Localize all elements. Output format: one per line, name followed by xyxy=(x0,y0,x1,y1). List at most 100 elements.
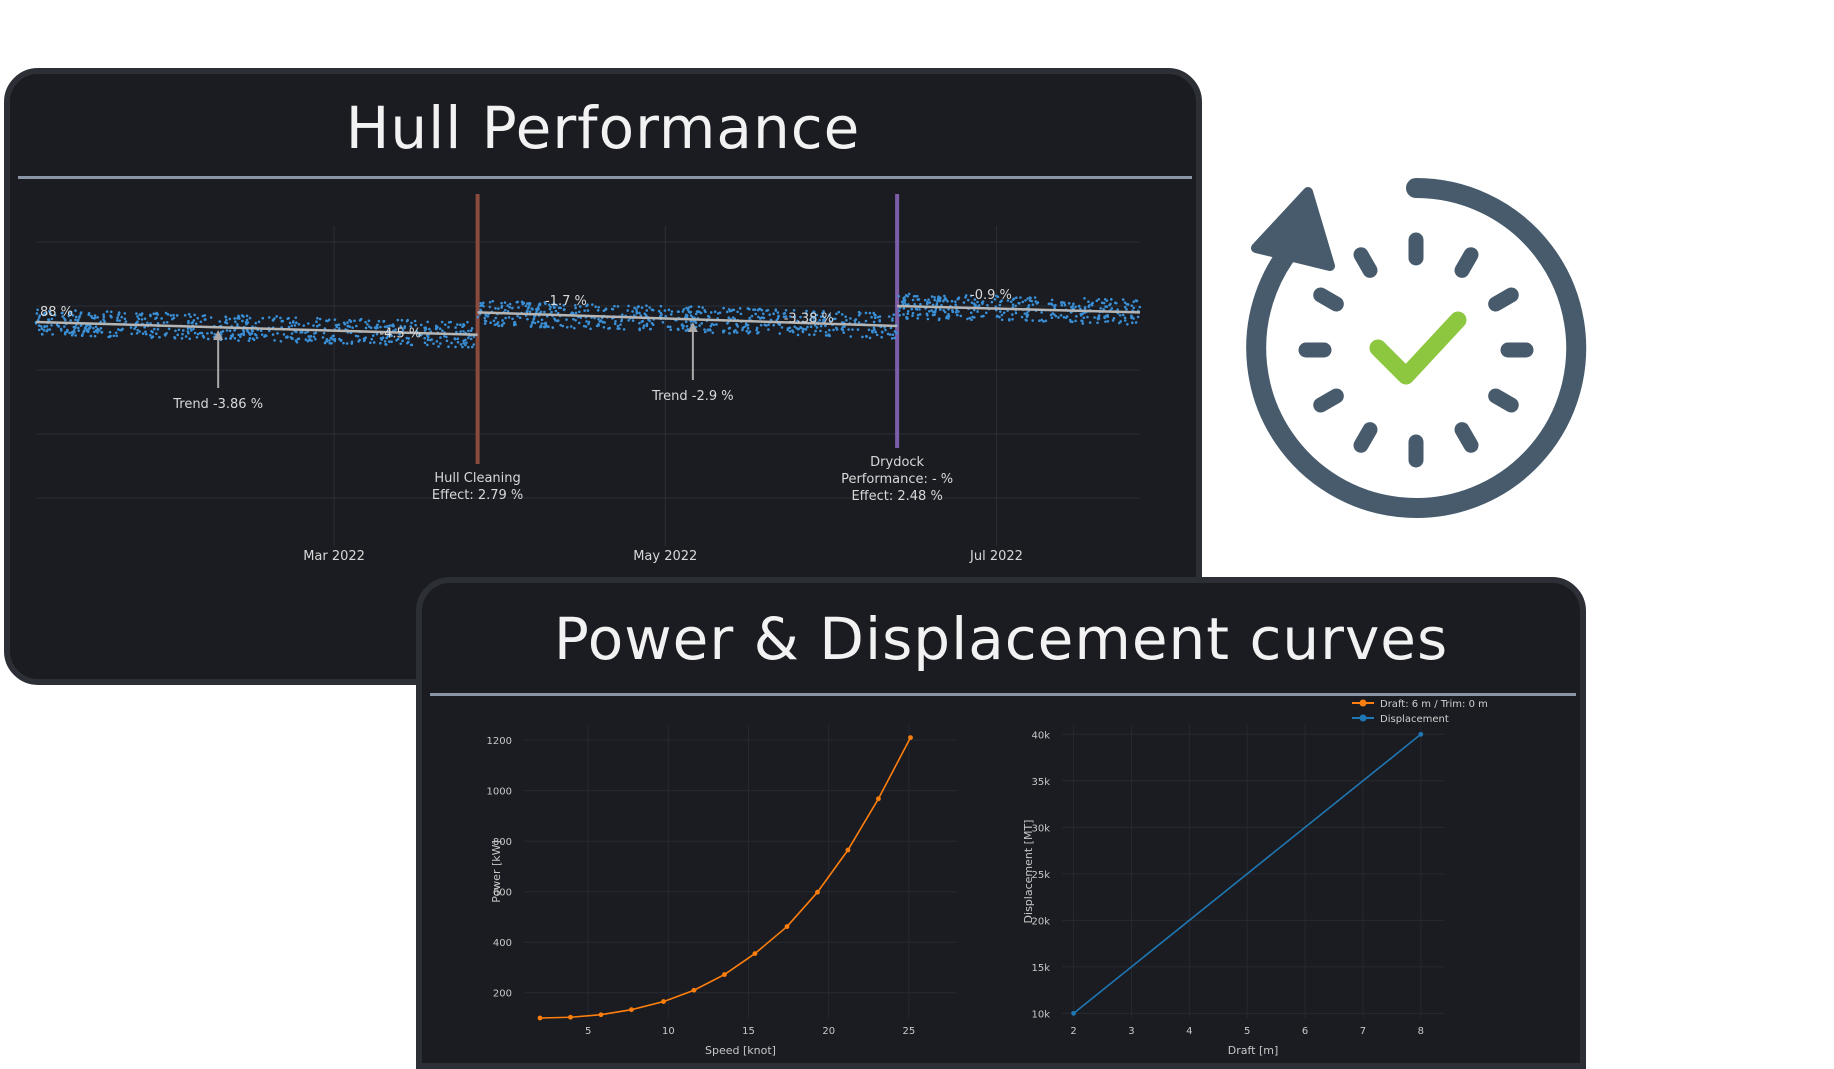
scatter-point xyxy=(829,320,832,323)
scatter-point xyxy=(228,317,232,321)
scatter-point xyxy=(120,315,124,319)
scatter-point xyxy=(594,305,597,309)
scatter-point xyxy=(435,327,438,330)
scatter-point xyxy=(792,308,796,312)
scatter-point xyxy=(589,327,592,331)
scatter-point xyxy=(622,328,626,331)
scatter-point xyxy=(439,342,442,345)
scatter-point xyxy=(351,326,354,329)
scatter-point xyxy=(456,323,459,326)
scatter-point xyxy=(345,342,349,345)
scatter-point xyxy=(554,309,558,313)
scatter-point xyxy=(206,332,209,335)
scatter-point xyxy=(233,336,237,340)
scatter-point xyxy=(718,311,722,314)
scatter-point xyxy=(376,326,379,330)
scatter-point xyxy=(479,301,483,305)
scatter-point xyxy=(173,335,176,339)
scatter-point xyxy=(440,320,444,324)
x-tick-label: 8 xyxy=(1418,1026,1424,1037)
scatter-point xyxy=(443,323,447,326)
scatter-point xyxy=(199,320,203,324)
scatter-point xyxy=(685,314,689,317)
data-point xyxy=(722,972,727,977)
scatter-point xyxy=(405,319,409,323)
scatter-point xyxy=(486,315,490,318)
scatter-point xyxy=(219,330,223,334)
scatter-point xyxy=(60,311,64,315)
trend-label: Trend -2.9 % xyxy=(651,389,734,404)
scatter-point xyxy=(428,327,431,331)
scatter-point xyxy=(93,314,97,317)
scatter-point xyxy=(847,328,850,331)
y-tick-label: 10k xyxy=(1031,1009,1050,1020)
scatter-point xyxy=(805,309,808,313)
scatter-point xyxy=(1095,299,1099,303)
scatter-point xyxy=(426,338,430,342)
scatter-point xyxy=(1051,303,1054,307)
scatter-point xyxy=(456,337,460,341)
scatter-point xyxy=(914,295,918,298)
scatter-point xyxy=(95,328,99,332)
scatter-point xyxy=(1050,316,1054,320)
scatter-point xyxy=(693,320,697,323)
scatter-point xyxy=(49,312,53,316)
scatter-point xyxy=(995,294,998,298)
scatter-point xyxy=(906,312,910,316)
scatter-point xyxy=(891,333,895,337)
scatter-point xyxy=(261,316,265,320)
scatter-point xyxy=(246,330,250,333)
scatter-point xyxy=(50,317,54,321)
scatter-point xyxy=(84,326,87,329)
scatter-point xyxy=(727,307,731,311)
scatter-point xyxy=(874,330,878,334)
scatter-point xyxy=(302,324,306,327)
scatter-point xyxy=(808,318,812,322)
data-point xyxy=(908,735,913,741)
scatter-point xyxy=(140,312,144,315)
scatter-point xyxy=(643,312,646,315)
scatter-point xyxy=(71,314,75,317)
scatter-point xyxy=(172,313,175,317)
scatter-point xyxy=(722,306,725,310)
scatter-point xyxy=(902,297,905,300)
scatter-point xyxy=(870,315,873,319)
scatter-point xyxy=(955,308,958,312)
scatter-point xyxy=(767,328,770,331)
value-annotation: -1.7 % xyxy=(545,294,587,309)
scatter-point xyxy=(736,310,739,314)
scatter-point xyxy=(902,299,905,302)
scatter-point xyxy=(524,304,528,308)
scatter-point xyxy=(619,323,622,326)
scatter-point xyxy=(1044,319,1048,323)
scatter-point xyxy=(382,319,386,323)
scatter-point xyxy=(1054,303,1057,307)
scatter-point xyxy=(601,320,605,324)
y-tick-label: 600 xyxy=(493,888,512,899)
scatter-point xyxy=(1017,301,1020,305)
scatter-point xyxy=(928,309,931,313)
scatter-point xyxy=(401,328,405,332)
scatter-point xyxy=(1038,319,1041,322)
scatter-point xyxy=(758,307,762,311)
scatter-point xyxy=(388,324,392,327)
scatter-point xyxy=(513,321,516,325)
scatter-point xyxy=(137,317,141,321)
scatter-point xyxy=(587,320,591,324)
scatter-point xyxy=(1026,313,1030,317)
scatter-point xyxy=(497,324,501,328)
scatter-point xyxy=(375,332,379,336)
scatter-point xyxy=(387,340,391,343)
scatter-point xyxy=(835,326,838,330)
scatter-point xyxy=(1065,315,1069,318)
scatter-point xyxy=(492,319,496,323)
scatter-point xyxy=(925,312,929,316)
scatter-point xyxy=(597,305,600,309)
scatter-point xyxy=(1123,316,1127,320)
scatter-point xyxy=(537,307,540,311)
scatter-point xyxy=(761,312,765,316)
scatter-point xyxy=(181,332,184,336)
scatter-point xyxy=(886,332,890,336)
scatter-point xyxy=(379,325,382,329)
scatter-point xyxy=(784,308,788,312)
